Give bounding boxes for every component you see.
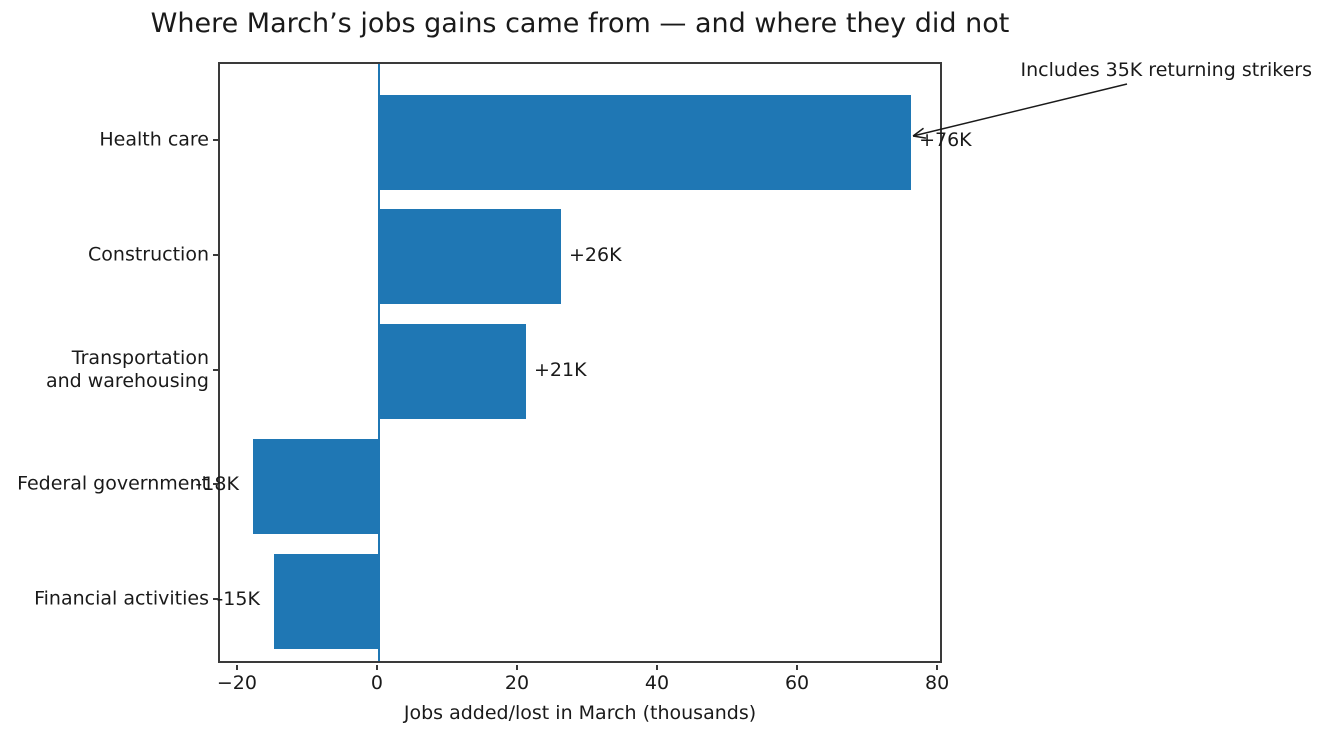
- x-axis-title: Jobs added/lost in March (thousands): [403, 702, 757, 724]
- bar-value-label-construction: +26K: [568, 243, 622, 266]
- category-label-construction: Construction: [88, 243, 209, 266]
- bar-federal-government: [252, 438, 379, 534]
- x-tick-mark: [936, 665, 939, 670]
- x-tick-label--20: −20: [216, 672, 257, 694]
- x-tick-mark: [235, 665, 238, 670]
- x-tick-label-20: 20: [504, 672, 530, 694]
- category-label-federal-government: Federal government: [17, 472, 209, 495]
- x-tick-mark: [796, 665, 799, 670]
- bar-value-label-health-care: +76K: [919, 129, 972, 151]
- y-tick-mark: [213, 139, 218, 141]
- x-tick-label-80: 80: [925, 672, 950, 694]
- x-tick-mark: [515, 665, 518, 670]
- category-label-health-care: Health care: [99, 128, 209, 151]
- bar-health-care: [378, 94, 912, 190]
- x-tick-label-60: 60: [784, 672, 810, 694]
- plot-area: [218, 62, 942, 663]
- y-tick-mark: [213, 253, 218, 256]
- bar-financial-activities: [273, 553, 379, 649]
- bar-value-label-financial-activities: -15K: [216, 588, 260, 610]
- category-label-transportation-and-warehousing: Transportation and warehousing: [45, 346, 209, 392]
- x-tick-mark: [656, 665, 659, 670]
- y-tick-mark: [213, 598, 218, 600]
- annotation-text: Includes 35K returning strikers: [1020, 59, 1312, 81]
- x-tick-label-40: 40: [644, 672, 670, 694]
- x-tick-label-0: 0: [370, 672, 383, 694]
- y-tick-mark: [213, 483, 218, 486]
- x-tick-mark: [375, 665, 378, 670]
- bar-transportation-and-warehousing: [378, 324, 526, 419]
- chart-title: Where March’s jobs gains came from — and…: [150, 8, 1010, 39]
- category-label-financial-activities: Financial activities: [34, 587, 209, 610]
- bar-construction: [378, 209, 561, 305]
- y-tick-mark: [213, 368, 218, 371]
- bar-value-label-transportation-and-warehousing: +21K: [533, 358, 587, 381]
